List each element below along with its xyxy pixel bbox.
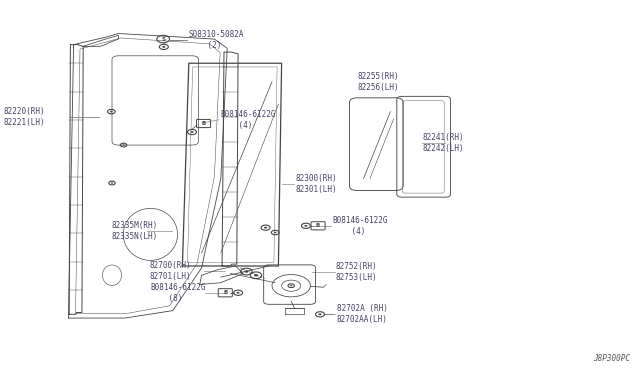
Circle shape: [122, 144, 125, 146]
Text: 82752(RH)
82753(LH): 82752(RH) 82753(LH): [336, 262, 378, 282]
Circle shape: [163, 46, 165, 48]
Text: 82255(RH)
82256(LH): 82255(RH) 82256(LH): [357, 72, 399, 92]
Circle shape: [264, 227, 267, 228]
Circle shape: [111, 182, 113, 184]
Circle shape: [254, 274, 258, 276]
Text: 82220(RH)
82221(LH): 82220(RH) 82221(LH): [3, 107, 45, 127]
Text: B08146-6122G
    (4): B08146-6122G (4): [333, 216, 388, 236]
Circle shape: [290, 285, 292, 286]
Text: B: B: [202, 121, 205, 126]
Text: J8P300PC: J8P300PC: [593, 354, 630, 363]
Circle shape: [237, 292, 239, 294]
Text: 82300(RH)
82301(LH): 82300(RH) 82301(LH): [296, 174, 337, 194]
Circle shape: [244, 270, 248, 273]
Circle shape: [305, 225, 307, 227]
Text: 82700(RH)
82701(LH): 82700(RH) 82701(LH): [149, 261, 191, 281]
Text: B: B: [223, 290, 227, 295]
Text: B: B: [316, 223, 320, 228]
Circle shape: [110, 111, 113, 112]
Text: B08146-6122G
    (4): B08146-6122G (4): [220, 110, 276, 130]
Text: S08310-5082A
    (2): S08310-5082A (2): [189, 30, 244, 50]
Text: 82702A (RH)
82702AA(LH): 82702A (RH) 82702AA(LH): [337, 304, 387, 324]
Text: 82335M(RH)
82335N(LH): 82335M(RH) 82335N(LH): [112, 221, 158, 241]
Text: 82241(RH)
82242(LH): 82241(RH) 82242(LH): [422, 133, 464, 153]
Text: B08146-6122G
    (8): B08146-6122G (8): [150, 283, 206, 303]
Circle shape: [319, 314, 321, 315]
Circle shape: [274, 232, 276, 233]
Circle shape: [191, 131, 193, 133]
Text: S: S: [161, 36, 165, 42]
